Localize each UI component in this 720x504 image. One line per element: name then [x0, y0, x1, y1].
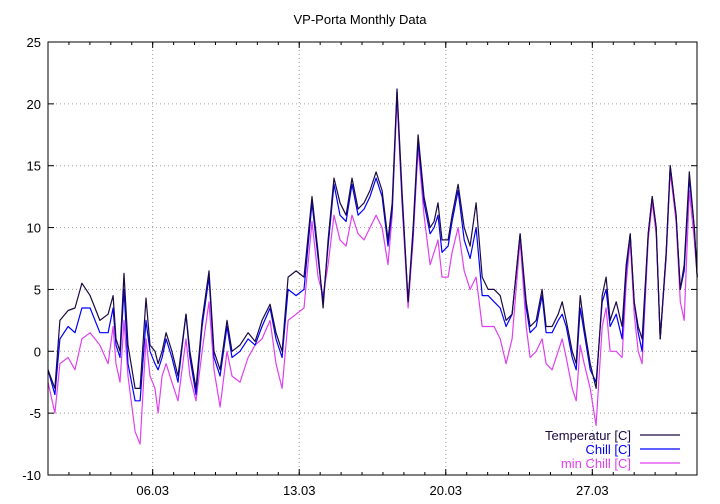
series-line-0 [47, 88, 698, 389]
axis-ticks: -10 -5 0 5 10 15 20 25 06.03 13.03 20.03 27.03 [22, 35, 698, 498]
x-tick-label: 20.03 [430, 483, 463, 498]
y-tick-label: 0 [34, 344, 41, 359]
y-tick-label: 5 [34, 282, 41, 297]
y-tick-label: 20 [27, 97, 41, 112]
x-tick-label: 13.03 [283, 483, 316, 498]
y-tick-label: 10 [27, 221, 41, 236]
legend: Temperatur [C]Chill [C]min Chill [C] [545, 428, 680, 471]
y-tick-label: -5 [29, 406, 41, 421]
chart-title: VP-Porta Monthly Data [294, 12, 428, 27]
y-tick-label: 25 [27, 35, 41, 50]
x-tick-label: 06.03 [136, 483, 169, 498]
plot-border [47, 41, 698, 476]
grid [48, 42, 697, 475]
y-tick-label: 15 [27, 159, 41, 174]
y-tick-label: -10 [22, 468, 41, 483]
legend-label: min Chill [C] [561, 456, 631, 471]
series-lines [47, 88, 698, 445]
x-tick-label: 27.03 [576, 483, 609, 498]
legend-label: Temperatur [C] [545, 428, 631, 443]
series-line-2 [47, 97, 698, 445]
legend-label: Chill [C] [585, 442, 631, 457]
